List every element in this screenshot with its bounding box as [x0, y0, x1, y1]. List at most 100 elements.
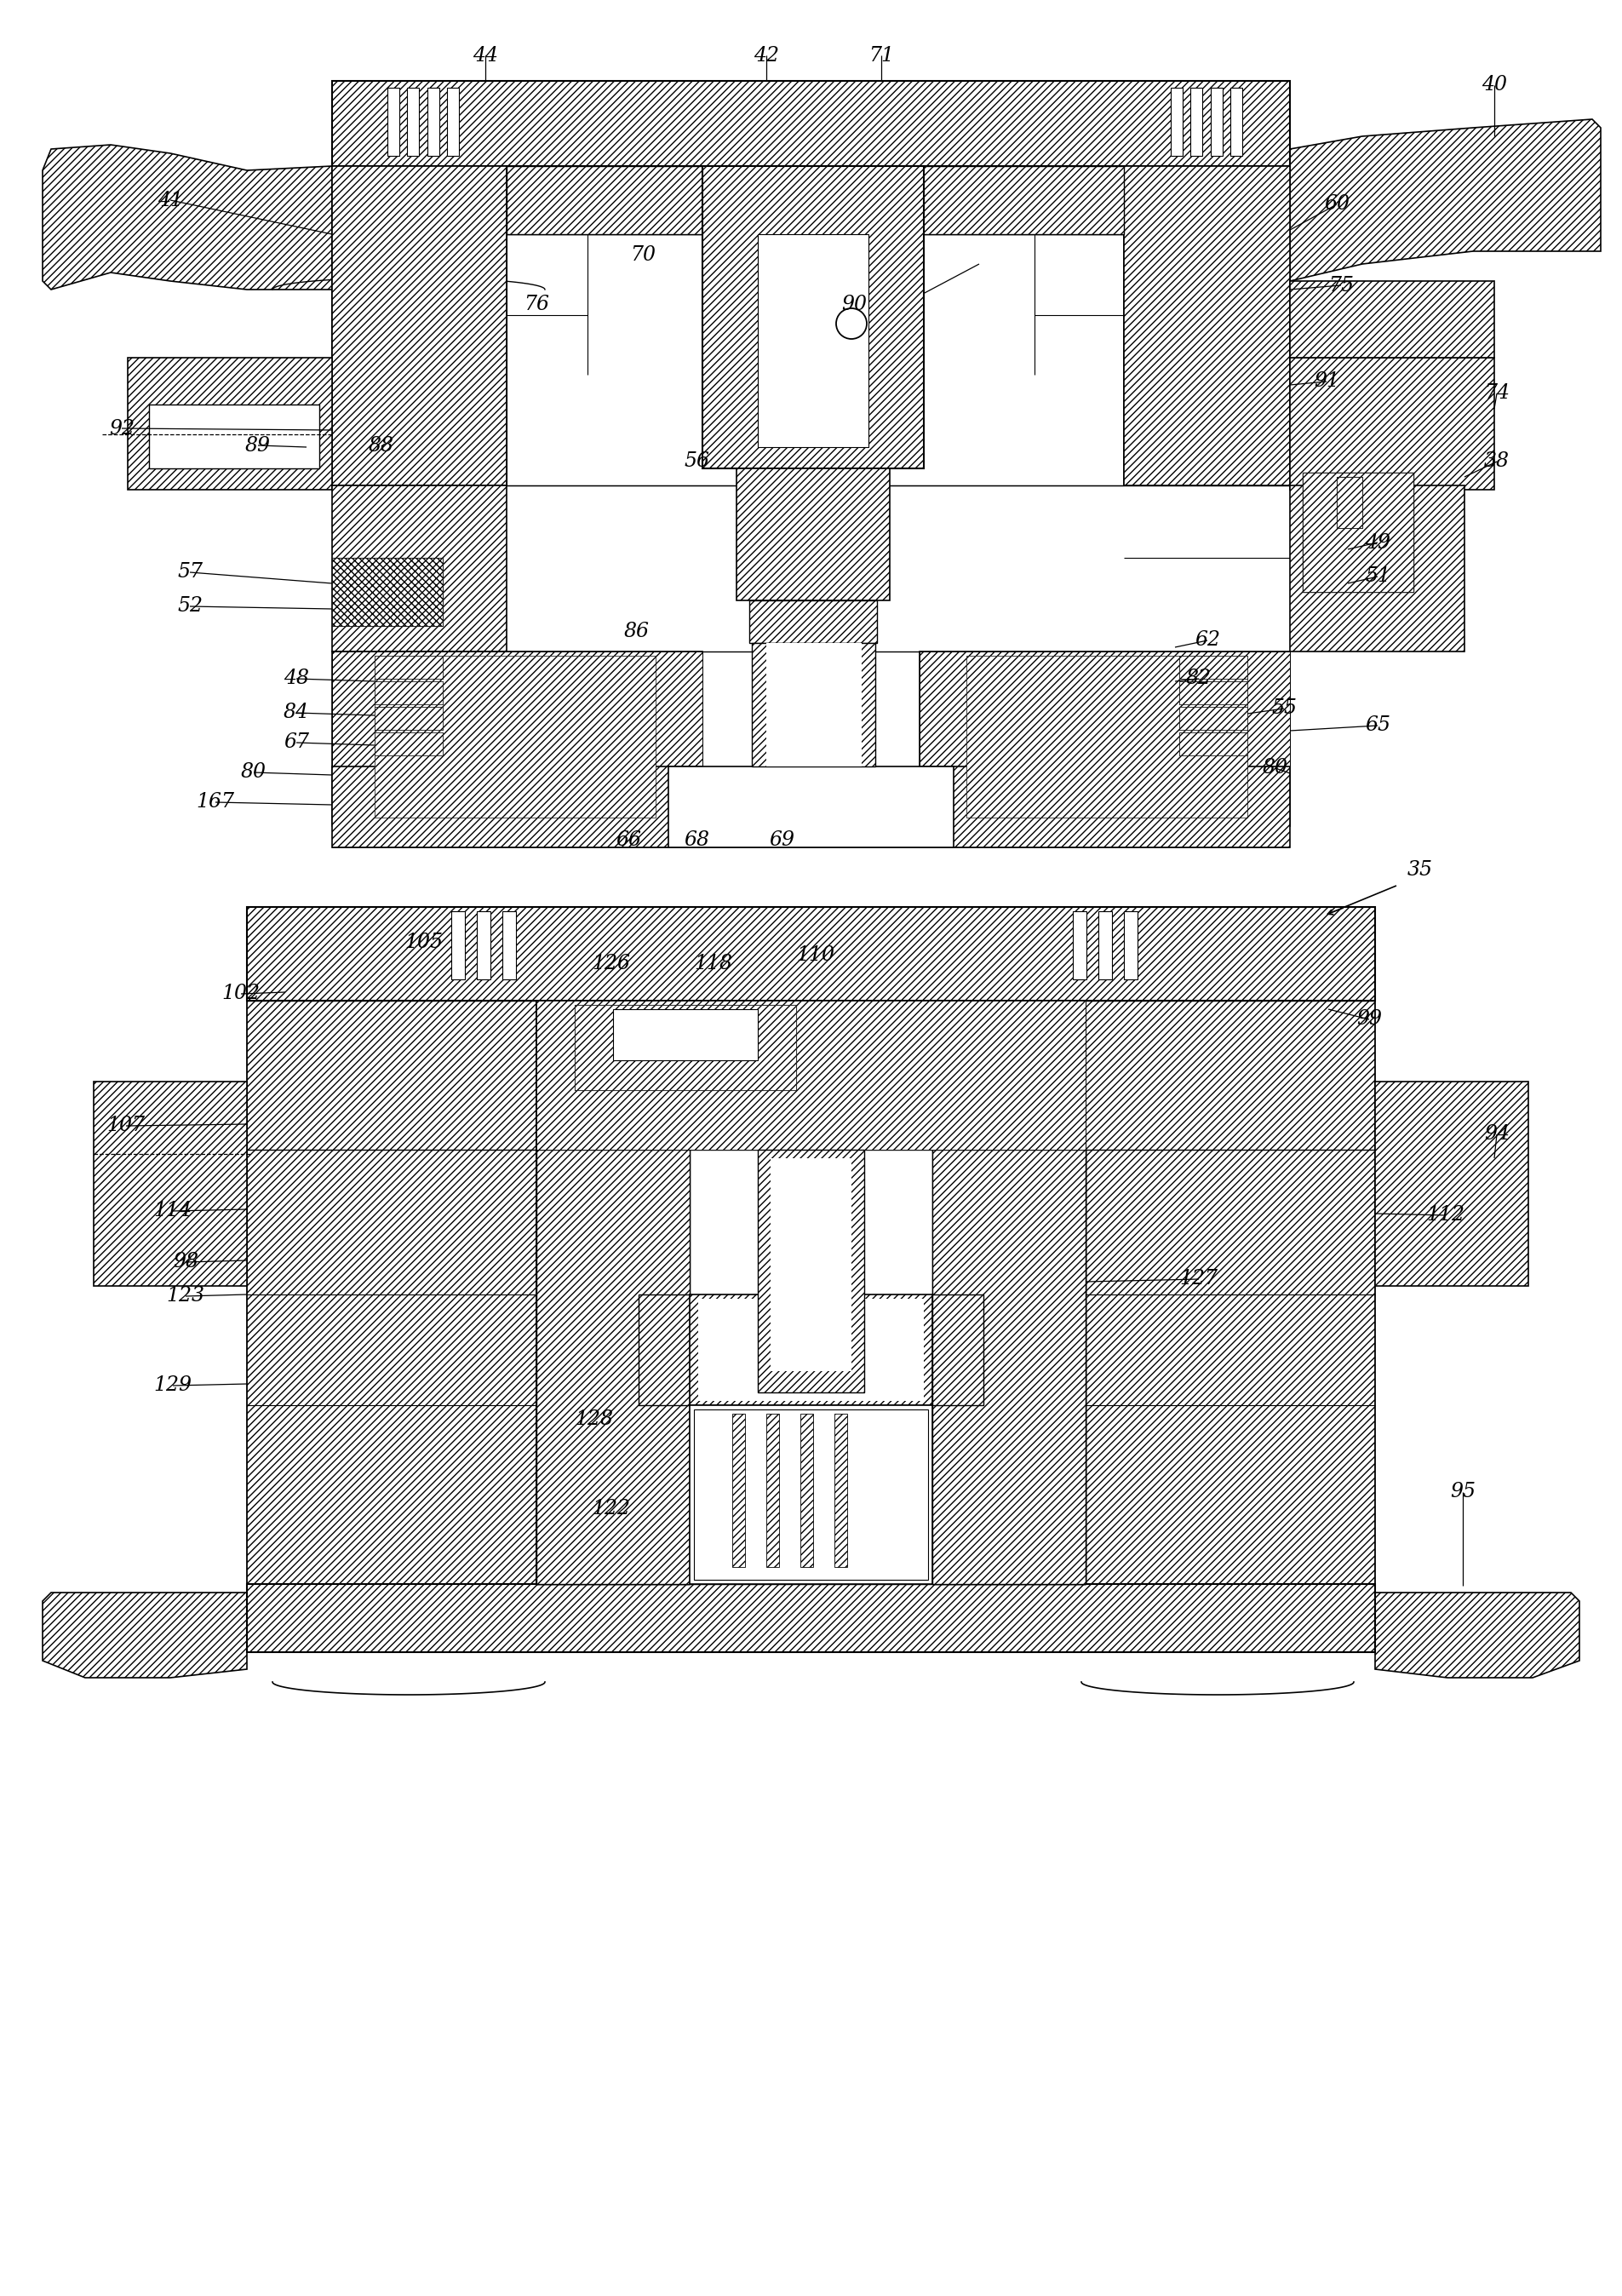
Bar [375, 682, 443, 705]
Bar [920, 652, 1289, 827]
Bar [694, 1410, 928, 1580]
Text: 48: 48 [284, 668, 308, 689]
Polygon shape [537, 1150, 689, 1584]
Text: 62: 62 [1194, 631, 1220, 650]
Bar [933, 1150, 1085, 1584]
Bar [506, 234, 1124, 484]
Text: 40: 40 [1481, 76, 1507, 94]
Bar [333, 558, 443, 627]
Bar [1337, 478, 1361, 528]
Bar [333, 558, 443, 627]
Text: 128: 128 [574, 1410, 613, 1430]
Text: 52: 52 [177, 597, 203, 615]
Bar [375, 707, 443, 730]
Bar [697, 1300, 923, 1401]
Text: 60: 60 [1324, 195, 1350, 214]
Bar [537, 1150, 689, 1584]
Text: 35: 35 [1406, 861, 1432, 879]
Bar [1289, 358, 1494, 489]
Text: 122: 122 [592, 1499, 631, 1520]
Bar [1169, 87, 1182, 156]
Text: 65: 65 [1364, 716, 1390, 735]
Bar [477, 912, 490, 980]
Bar [689, 1295, 933, 1405]
Text: 129: 129 [154, 1375, 191, 1396]
Text: 57: 57 [177, 563, 203, 583]
Text: 44: 44 [472, 46, 498, 64]
Bar [503, 912, 516, 980]
Text: 107: 107 [107, 1116, 144, 1137]
Bar [451, 912, 464, 980]
Bar [1179, 657, 1247, 680]
Text: 69: 69 [769, 831, 795, 850]
Text: 76: 76 [524, 296, 548, 315]
Bar [1179, 732, 1247, 755]
Bar [574, 1006, 796, 1091]
Bar [333, 767, 702, 847]
Polygon shape [42, 145, 333, 289]
Bar [247, 1001, 537, 1589]
Text: 92: 92 [109, 418, 135, 439]
Bar [1179, 707, 1247, 730]
Bar [668, 767, 954, 847]
Text: 95: 95 [1448, 1483, 1474, 1502]
Bar [732, 1414, 744, 1566]
Text: 84: 84 [284, 703, 308, 723]
Bar [1098, 912, 1111, 980]
Text: 66: 66 [615, 831, 641, 850]
Bar [751, 643, 874, 767]
Text: 82: 82 [1186, 668, 1212, 689]
Bar [128, 358, 333, 489]
Text: 114: 114 [154, 1201, 191, 1221]
Bar [1302, 473, 1413, 592]
Bar [333, 652, 702, 827]
Bar [407, 87, 418, 156]
Bar [333, 165, 1289, 484]
Bar [702, 165, 923, 468]
Text: 102: 102 [222, 985, 260, 1003]
Text: 91: 91 [1314, 372, 1338, 390]
Text: 55: 55 [1270, 698, 1296, 719]
Bar [613, 1010, 757, 1061]
Text: 118: 118 [694, 955, 732, 974]
Text: 42: 42 [753, 46, 779, 64]
Bar [574, 1006, 796, 1091]
Bar [766, 1414, 779, 1566]
Bar [94, 1081, 247, 1286]
Text: 105: 105 [404, 932, 443, 953]
Bar [1072, 912, 1085, 980]
Bar [965, 657, 1247, 817]
Bar [333, 165, 506, 484]
Text: 41: 41 [157, 191, 183, 209]
Bar [375, 682, 443, 705]
Bar [834, 1414, 847, 1566]
Bar [375, 707, 443, 730]
Bar [920, 652, 1289, 827]
Text: 127: 127 [1179, 1270, 1218, 1288]
Bar [1210, 87, 1221, 156]
Text: 126: 126 [592, 955, 631, 974]
Bar [1179, 682, 1247, 705]
Polygon shape [42, 1593, 247, 1678]
Text: 70: 70 [629, 246, 655, 266]
Bar [1085, 1001, 1374, 1589]
Bar [770, 1157, 852, 1371]
Text: 56: 56 [683, 452, 709, 471]
Bar [1337, 478, 1361, 528]
Text: 71: 71 [868, 46, 894, 64]
Bar [247, 1584, 1374, 1653]
Bar [1179, 657, 1247, 680]
Bar [375, 732, 443, 755]
Bar [375, 732, 443, 755]
Text: 49: 49 [1364, 533, 1390, 553]
Text: 99: 99 [1356, 1010, 1382, 1029]
Text: 86: 86 [624, 622, 649, 641]
Text: 75: 75 [1327, 276, 1353, 296]
Text: 67: 67 [284, 732, 308, 753]
Bar [1179, 682, 1247, 705]
Bar [333, 484, 506, 652]
Bar [537, 1001, 1085, 1150]
Text: 110: 110 [796, 946, 834, 964]
Bar [247, 907, 1374, 1001]
Text: 88: 88 [368, 436, 394, 455]
